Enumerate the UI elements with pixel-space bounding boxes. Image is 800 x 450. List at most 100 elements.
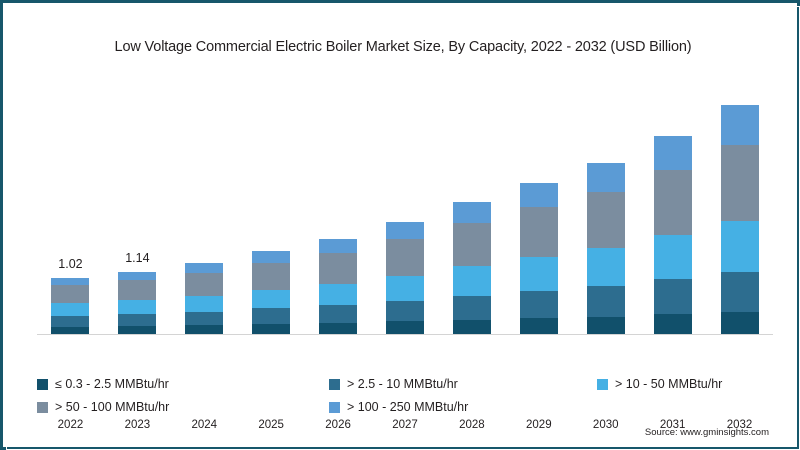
bar-segment-2025-2	[252, 289, 291, 309]
legend-item-1[interactable]: > 2.5 - 10 MMBtu/hr	[329, 377, 597, 391]
bar-segment-2026-0	[319, 323, 358, 334]
bar-segment-2028-4	[452, 202, 491, 224]
x-tick-2032: 2032	[726, 419, 753, 431]
bar-2030[interactable]	[586, 162, 625, 334]
bar-segment-2027-4	[386, 222, 424, 240]
bar-segment-2030-4	[586, 162, 625, 192]
x-tick-2029: 2029	[526, 419, 552, 431]
x-tick-2030: 2030	[592, 419, 619, 431]
bar-segment-2028-0	[452, 319, 491, 334]
axis-baseline	[37, 334, 773, 335]
bar-2027[interactable]	[386, 222, 424, 334]
bar-2028[interactable]	[452, 202, 491, 334]
legend-label-0: ≤ 0.3 - 2.5 MMBtu/hr	[55, 377, 169, 391]
legend-label-2: > 10 - 50 MMBtu/hr	[615, 377, 723, 391]
bar-2023[interactable]	[118, 271, 157, 334]
bar-segment-2022-0	[51, 326, 90, 334]
value-label-2023: 1.14	[125, 250, 150, 265]
bar-segment-2032-1	[720, 271, 759, 312]
bar-segment-2028-3	[452, 223, 491, 267]
bar-segment-2029-2	[519, 257, 558, 291]
legend-item-4[interactable]: > 100 - 250 MMBtu/hr	[329, 400, 597, 414]
bar-segment-2032-4	[720, 105, 759, 145]
legend-item-2[interactable]: > 10 - 50 MMBtu/hr	[597, 377, 722, 391]
bar-segment-2027-0	[386, 321, 424, 334]
chart-legend: ≤ 0.3 - 2.5 MMBtu/hr > 2.5 - 10 MMBtu/hr…	[37, 377, 773, 423]
bar-segment-2030-0	[586, 316, 625, 334]
x-tick-2028: 2028	[459, 419, 485, 431]
bar-segment-2022-3	[51, 285, 90, 304]
legend-swatch-2	[597, 378, 608, 390]
bar-segment-2025-0	[252, 324, 291, 334]
bar-segment-2026-4	[319, 239, 358, 253]
legend-label-1: > 2.5 - 10 MMBtu/hr	[347, 377, 458, 391]
bar-segment-2022-4	[51, 278, 90, 286]
bar-segment-2030-3	[586, 191, 625, 248]
source-attribution: Source: www.gminsights.com	[644, 427, 769, 438]
bar-segment-2026-3	[319, 252, 358, 284]
bar-segment-2030-1	[586, 285, 625, 317]
bar-segment-2031-3	[653, 169, 692, 236]
bar-segment-2030-2	[586, 247, 625, 286]
bar-segment-2024-2	[185, 295, 224, 312]
bar-segment-2029-3	[519, 207, 558, 258]
bar-segment-2027-2	[386, 275, 424, 301]
bar-segment-2029-4	[519, 182, 558, 208]
value-label-2022: 1.02	[58, 257, 83, 272]
bar-segment-2023-3	[118, 279, 157, 301]
bar-2029[interactable]	[519, 182, 558, 334]
bar-2022[interactable]	[51, 278, 90, 334]
bar-segment-2024-1	[185, 311, 224, 326]
bar-segment-2032-3	[720, 144, 759, 221]
bar-segment-2029-0	[519, 318, 558, 334]
bar-segment-2027-3	[386, 239, 424, 276]
bar-segment-2023-0	[118, 326, 157, 334]
legend-row-1: ≤ 0.3 - 2.5 MMBtu/hr > 2.5 - 10 MMBtu/hr…	[37, 377, 773, 391]
legend-swatch-0	[37, 378, 48, 390]
x-tick-2023: 2023	[124, 419, 151, 431]
bar-segment-2024-3	[185, 272, 224, 296]
bar-segment-2025-1	[252, 308, 291, 325]
bar-segment-2029-1	[519, 290, 558, 319]
chart-title: Low Voltage Commercial Electric Boiler M…	[114, 39, 692, 55]
bar-segment-2023-2	[118, 300, 157, 315]
bar-2025[interactable]	[252, 251, 291, 334]
legend-label-3: > 50 - 100 MMBtu/hr	[55, 400, 170, 414]
bar-2031[interactable]	[653, 135, 692, 334]
x-tick-2022: 2022	[57, 419, 84, 431]
bar-segment-2023-1	[118, 314, 157, 327]
bar-segment-2026-1	[319, 305, 358, 324]
legend-label-4: > 100 - 250 MMBtu/hr	[347, 400, 469, 414]
bar-segment-2032-2	[720, 220, 759, 272]
bar-segment-2022-1	[51, 316, 90, 327]
bar-segment-2032-0	[720, 311, 759, 334]
bar-segment-2028-2	[452, 266, 491, 296]
bar-segment-2025-3	[252, 263, 291, 290]
x-tick-2026: 2026	[325, 419, 351, 431]
x-tick-2031: 2031	[659, 419, 686, 431]
bar-segment-2031-1	[653, 279, 692, 315]
bar-2024[interactable]	[185, 263, 224, 334]
legend-row-2: > 50 - 100 MMBtu/hr > 100 - 250 MMBtu/hr	[37, 400, 773, 414]
bar-segment-2028-1	[452, 295, 491, 320]
bar-segment-2022-2	[51, 303, 90, 316]
x-tick-2027: 2027	[392, 419, 418, 431]
bar-segment-2025-4	[252, 251, 291, 264]
bar-2032[interactable]	[720, 105, 759, 334]
bar-segment-2024-4	[185, 263, 224, 273]
legend-swatch-4	[329, 401, 340, 413]
bar-segment-2027-1	[386, 300, 424, 322]
bar-2026[interactable]	[319, 239, 358, 334]
bar-segment-2026-2	[319, 283, 358, 306]
legend-item-3[interactable]: > 50 - 100 MMBtu/hr	[37, 400, 329, 414]
x-tick-2024: 2024	[191, 419, 218, 431]
bar-segment-2031-2	[653, 235, 692, 280]
legend-swatch-3	[37, 401, 48, 413]
plot-area: 2022 2023 2024 2025 2026 2027 2028 2029 2030 2031…	[37, 83, 773, 431]
legend-item-0[interactable]: ≤ 0.3 - 2.5 MMBtu/hr	[37, 377, 329, 391]
bar-segment-2031-4	[653, 135, 692, 170]
x-tick-2025: 2025	[258, 419, 284, 431]
bar-segment-2024-0	[185, 325, 224, 334]
bar-segment-2023-4	[118, 271, 157, 280]
